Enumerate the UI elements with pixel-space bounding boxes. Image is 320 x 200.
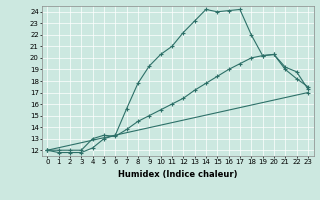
X-axis label: Humidex (Indice chaleur): Humidex (Indice chaleur) — [118, 170, 237, 179]
